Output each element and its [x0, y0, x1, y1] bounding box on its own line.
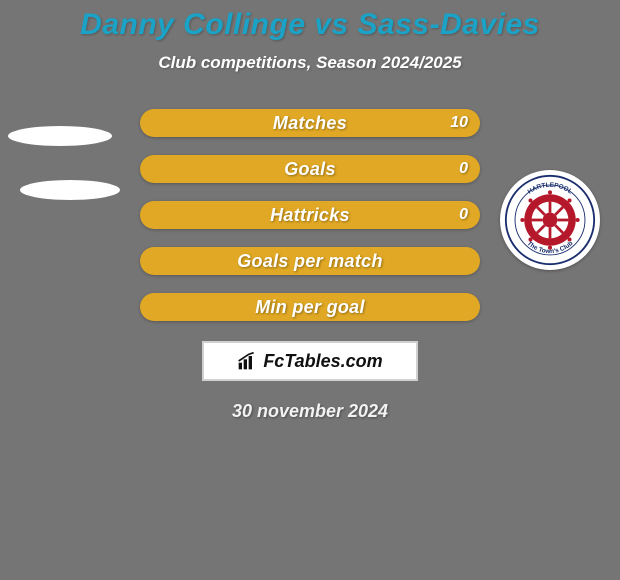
stat-row: Min per goal — [140, 293, 480, 321]
stat-right-value: 0 — [459, 160, 468, 178]
decorative-blob — [8, 126, 112, 146]
snapshot-date: 30 november 2024 — [0, 401, 620, 422]
stat-right-value: 10 — [450, 114, 468, 132]
stat-label: Goals — [284, 159, 336, 180]
stat-label: Hattricks — [270, 205, 350, 226]
stat-row: Matches 10 — [140, 109, 480, 137]
comparison-title: Danny Collinge vs Sass-Davies — [0, 0, 620, 41]
stat-row: Hattricks 0 — [140, 201, 480, 229]
stat-label: Matches — [273, 113, 347, 134]
stat-right-value: 0 — [459, 206, 468, 224]
brand-box: FcTables.com — [202, 341, 418, 381]
stat-row: Goals per match — [140, 247, 480, 275]
stat-row: Goals 0 — [140, 155, 480, 183]
stat-label: Min per goal — [255, 297, 365, 318]
brand-text: FcTables.com — [263, 351, 382, 372]
crest-svg: HARTLEPOOL The Town's Club — [504, 174, 596, 266]
brand-chart-icon — [237, 351, 257, 371]
stat-label: Goals per match — [237, 251, 383, 272]
comparison-subtitle: Club competitions, Season 2024/2025 — [0, 53, 620, 73]
decorative-blob — [20, 180, 120, 200]
club-crest: HARTLEPOOL The Town's Club — [500, 170, 600, 270]
